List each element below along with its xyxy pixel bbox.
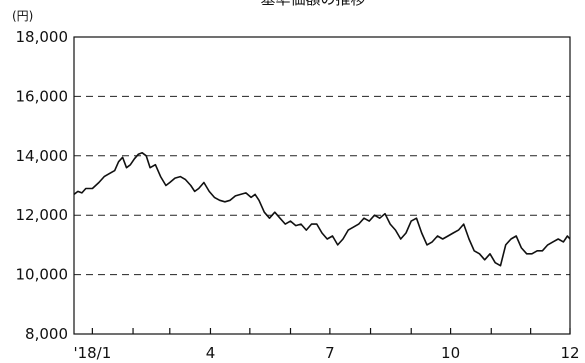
y-tick-label: 8,000 — [25, 325, 68, 343]
series-line — [73, 152, 571, 267]
x-tick-label: '18/1 — [73, 344, 111, 362]
y-tick-label: 16,000 — [16, 87, 69, 105]
y-tick-label: 18,000 — [16, 28, 69, 46]
y-tick-label: 10,000 — [16, 266, 69, 284]
x-tick-label: 7 — [325, 344, 335, 362]
y-tick-label: 14,000 — [16, 147, 69, 165]
x-tick-label: 12 — [560, 344, 579, 362]
x-tick-label: 10 — [441, 344, 460, 362]
y-axis-ticks: 8,000 10,000 12,000 14,000 16,000 18,000 — [16, 28, 69, 343]
grid-lines — [74, 95, 570, 276]
y-tick-label: 12,000 — [16, 206, 69, 224]
plot-frame — [73, 36, 571, 335]
y-axis-unit: (円) — [12, 9, 33, 23]
x-axis-ticks: '18/1 4 7 10 12 — [73, 328, 580, 362]
chart-title: 基準価額の推移 — [260, 0, 365, 8]
x-tick-label: 4 — [206, 344, 216, 362]
